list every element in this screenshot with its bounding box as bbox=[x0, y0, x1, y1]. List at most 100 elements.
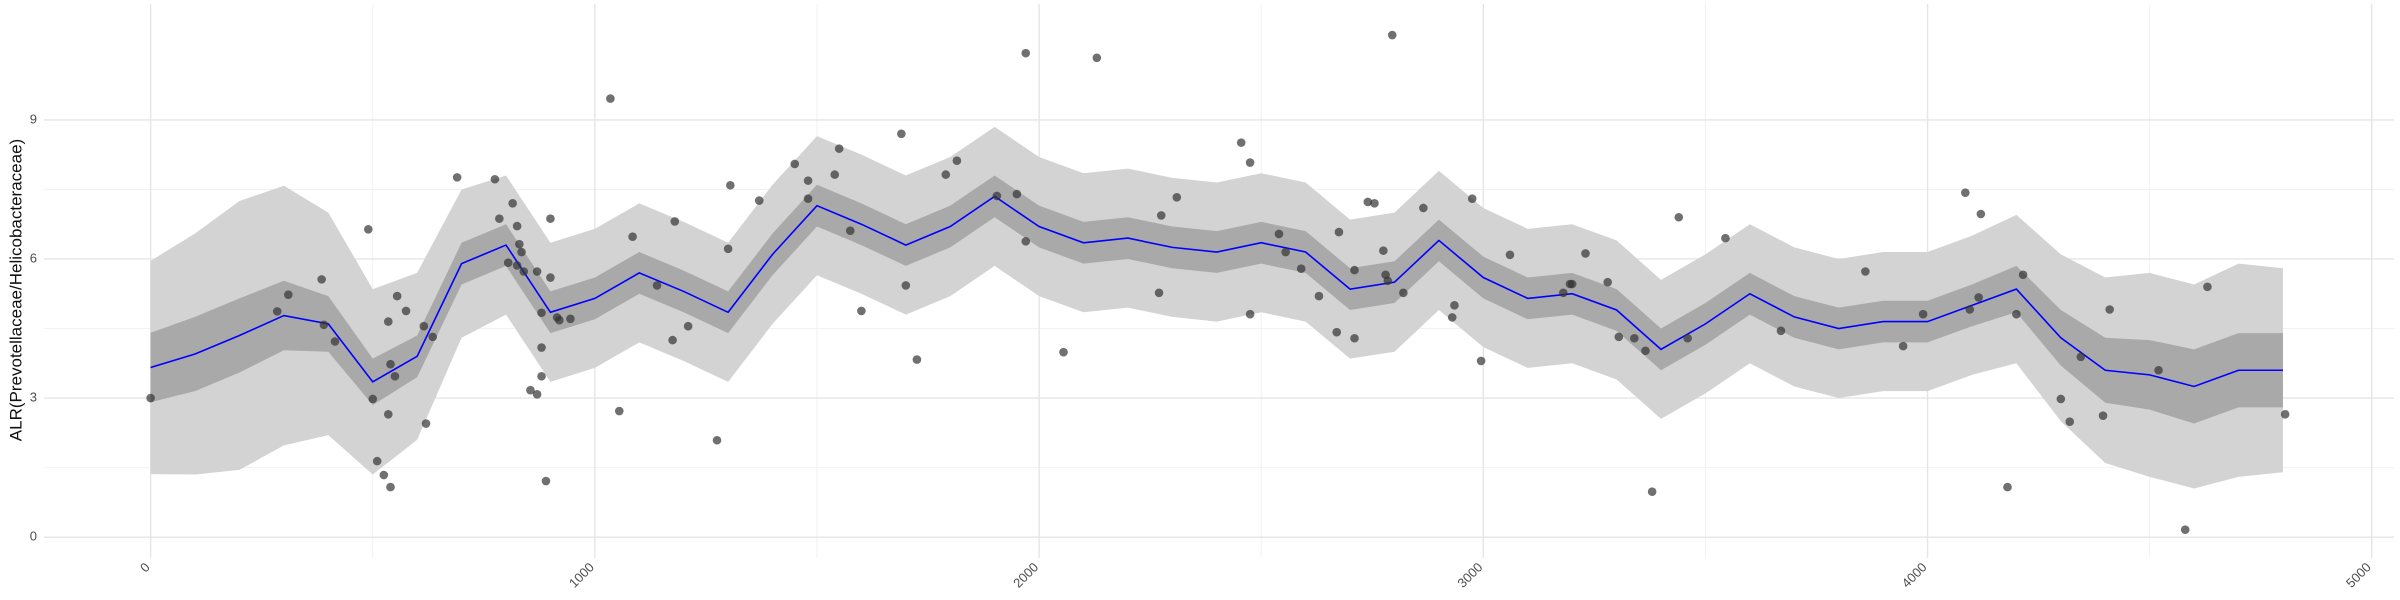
point bbox=[803, 194, 813, 204]
point bbox=[1974, 293, 1983, 302]
point bbox=[419, 321, 429, 331]
point bbox=[284, 290, 293, 299]
point bbox=[845, 226, 855, 235]
point bbox=[1012, 189, 1022, 199]
point bbox=[1558, 288, 1568, 298]
y-tick-label: 0 bbox=[30, 529, 37, 544]
point bbox=[1603, 277, 1613, 287]
point bbox=[546, 214, 555, 223]
point bbox=[712, 435, 722, 445]
point bbox=[1281, 247, 1290, 257]
outer-band bbox=[150, 126, 2283, 489]
point bbox=[372, 456, 382, 466]
y-tick-label: 3 bbox=[30, 389, 37, 404]
point bbox=[1350, 333, 1359, 343]
x-tick-label: 0 bbox=[137, 560, 153, 576]
point bbox=[1379, 246, 1388, 255]
point bbox=[392, 291, 402, 301]
y-tick-label: 6 bbox=[30, 250, 37, 265]
point bbox=[2018, 270, 2028, 280]
point bbox=[537, 308, 546, 318]
point bbox=[1245, 309, 1255, 319]
point bbox=[1172, 193, 1182, 202]
point bbox=[401, 306, 411, 316]
point bbox=[1861, 267, 1870, 276]
inner-band bbox=[150, 175, 2283, 424]
point bbox=[830, 170, 840, 179]
point bbox=[2098, 411, 2108, 420]
point bbox=[1450, 301, 1459, 310]
point bbox=[1976, 209, 1986, 219]
point bbox=[723, 244, 733, 254]
point bbox=[503, 258, 513, 267]
point bbox=[532, 267, 542, 276]
point bbox=[490, 174, 500, 184]
point bbox=[992, 191, 1002, 201]
point bbox=[1314, 291, 1324, 301]
point bbox=[319, 320, 329, 330]
point bbox=[515, 239, 524, 249]
point bbox=[1399, 288, 1408, 298]
point bbox=[1419, 203, 1428, 213]
point bbox=[386, 482, 395, 492]
point bbox=[1274, 229, 1284, 239]
point bbox=[1898, 341, 1908, 351]
y-tick-label: 9 bbox=[30, 111, 37, 126]
point bbox=[1961, 188, 1970, 197]
point bbox=[1505, 250, 1515, 260]
point bbox=[519, 267, 529, 276]
point bbox=[1021, 48, 1031, 58]
point bbox=[383, 409, 393, 419]
point bbox=[495, 214, 504, 223]
point bbox=[668, 335, 677, 345]
point bbox=[2012, 309, 2021, 319]
point bbox=[1092, 53, 1102, 63]
point bbox=[790, 159, 800, 169]
point bbox=[1641, 346, 1650, 356]
y-axis-title: ALR(Prevotellaceae/Helicobacteraceae) bbox=[6, 139, 25, 441]
point bbox=[512, 261, 522, 270]
point bbox=[2076, 352, 2086, 362]
point bbox=[541, 476, 551, 486]
point bbox=[1236, 138, 1246, 147]
point bbox=[2154, 365, 2163, 375]
point bbox=[537, 343, 546, 352]
point bbox=[1334, 227, 1344, 237]
point bbox=[1467, 194, 1477, 204]
point bbox=[1776, 326, 1786, 336]
point bbox=[1154, 288, 1164, 298]
point bbox=[2180, 525, 2190, 535]
point bbox=[1721, 233, 1730, 243]
point bbox=[508, 199, 517, 208]
point bbox=[555, 315, 564, 325]
x-tick-label: 1000 bbox=[566, 560, 597, 591]
point bbox=[390, 371, 400, 381]
point bbox=[537, 371, 546, 381]
point bbox=[2203, 282, 2212, 292]
point bbox=[2003, 482, 2012, 492]
point bbox=[1447, 313, 1457, 322]
point bbox=[566, 314, 575, 324]
point bbox=[628, 232, 637, 242]
point bbox=[368, 394, 378, 404]
point bbox=[614, 406, 624, 416]
point bbox=[1647, 487, 1657, 497]
point bbox=[317, 275, 326, 284]
point bbox=[428, 332, 438, 342]
point bbox=[1614, 332, 1624, 342]
point bbox=[1965, 305, 1975, 314]
x-tick-label: 3000 bbox=[1454, 560, 1485, 591]
point bbox=[1567, 279, 1577, 289]
point bbox=[2056, 394, 2066, 404]
point bbox=[512, 221, 522, 231]
point bbox=[1156, 211, 1166, 220]
point bbox=[897, 129, 906, 139]
point bbox=[2280, 409, 2290, 419]
point bbox=[1296, 264, 1306, 274]
point bbox=[532, 390, 542, 399]
point bbox=[1683, 333, 1692, 343]
point bbox=[1021, 237, 1031, 246]
point bbox=[1918, 309, 1928, 319]
point bbox=[383, 317, 393, 326]
